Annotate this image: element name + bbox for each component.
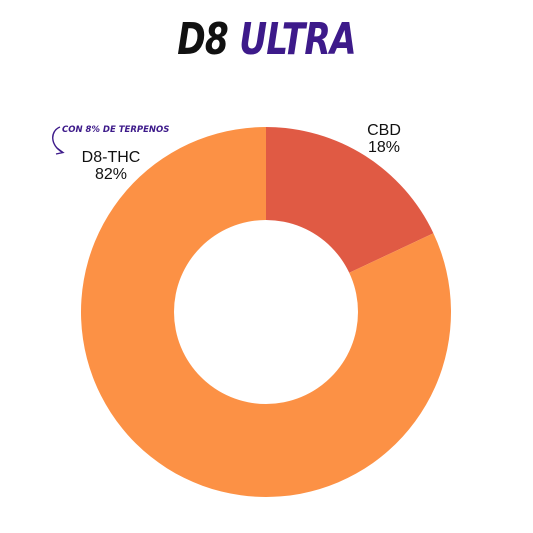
chart-title-part2: ULTRA: [239, 14, 356, 65]
annotation-arrow-icon: [52, 126, 65, 155]
donut-hole: [174, 220, 358, 404]
slice-label-cbd: CBD: [367, 122, 401, 139]
slice-label-d8-thc: D8-THC: [82, 149, 141, 166]
chart-title-part1: D8: [177, 14, 229, 65]
slice-value-cbd: 18%: [368, 139, 400, 156]
terpene-annotation: CON 8% DE TERPENOS: [62, 125, 169, 135]
chart-title: D8 ULTRA: [59, 10, 475, 70]
slice-value-d8-thc: 82%: [95, 166, 127, 183]
